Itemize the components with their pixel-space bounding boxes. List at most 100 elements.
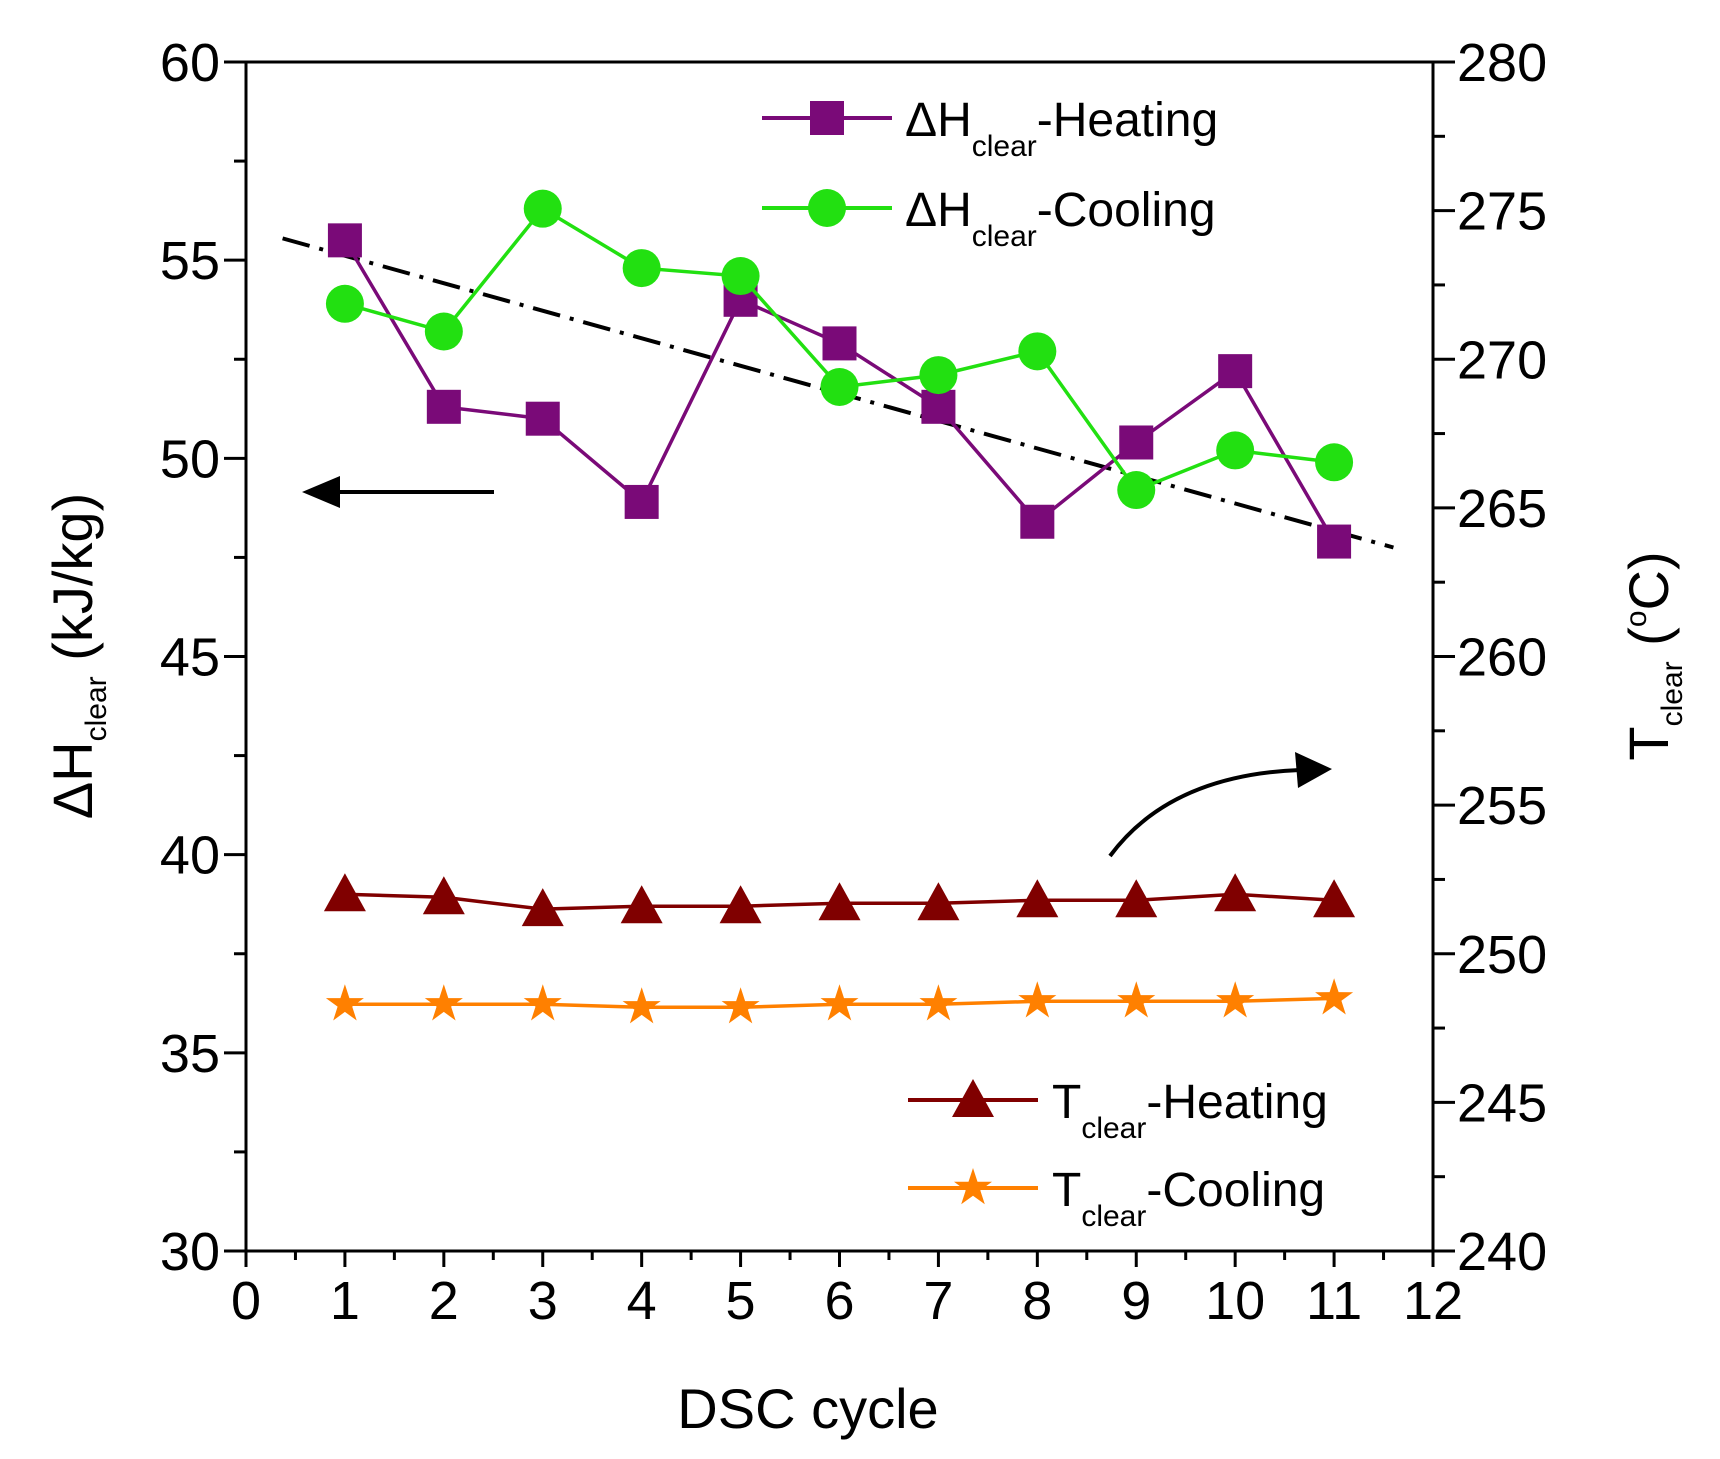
star-marker — [721, 987, 760, 1024]
circle-marker — [424, 312, 463, 351]
series--h-clear-heating — [327, 223, 1352, 559]
legend-label: ΔHclear-Heating — [905, 94, 1218, 163]
square-marker — [1020, 504, 1055, 539]
legend-item: ΔHclear-Cooling — [762, 184, 1216, 253]
legend-sub: clear — [972, 220, 1037, 253]
y-right-tick-label: 270 — [1457, 330, 1547, 390]
y-right-tick-label: 275 — [1457, 182, 1547, 242]
y-left-axis-label: ΔHclear (kJ/kg) — [41, 493, 113, 819]
circle-marker — [820, 367, 859, 406]
triangle-marker — [1115, 879, 1158, 918]
x-tick-label: 8 — [1022, 1271, 1052, 1331]
legend-item: ΔHclear-Heating — [762, 94, 1218, 163]
triangle-marker — [620, 885, 663, 924]
x-tick-label: 5 — [726, 1271, 756, 1331]
y-left-tick-label: 40 — [160, 826, 220, 886]
y-left-tick-label: 35 — [160, 1024, 220, 1084]
legend-suffix: -Heating — [1146, 1076, 1327, 1129]
circle-marker — [523, 189, 562, 228]
legend-label: Tclear-Cooling — [1052, 1164, 1325, 1233]
triangle-marker — [818, 882, 861, 921]
square-marker — [810, 101, 844, 135]
series-t-clear-heating — [323, 873, 1356, 927]
star-marker — [954, 1168, 992, 1205]
triangle-marker — [521, 888, 564, 927]
star-marker — [820, 984, 859, 1021]
triangle-marker — [422, 876, 465, 915]
series-t-clear-cooling — [325, 978, 1354, 1024]
square-marker — [822, 326, 857, 361]
y-left-tick-label: 30 — [160, 1222, 220, 1282]
circle-marker — [325, 284, 364, 323]
square-marker — [1218, 354, 1253, 389]
y-left-tick-label: 60 — [160, 33, 220, 93]
x-tick-label: 6 — [824, 1271, 854, 1331]
triangle-marker — [1214, 873, 1257, 912]
star-marker — [622, 987, 661, 1024]
x-tick-label: 11 — [1306, 1271, 1362, 1331]
legend-sub: clear — [972, 130, 1037, 163]
x-tick-label: 9 — [1121, 1271, 1151, 1331]
star-marker — [1315, 978, 1354, 1015]
star-marker — [325, 984, 364, 1021]
star-marker — [424, 984, 463, 1021]
legend-item: Tclear-Heating — [908, 1076, 1328, 1145]
legend-sub: clear — [1081, 1112, 1146, 1145]
plot-frame — [244, 60, 1435, 1253]
x-tick-label: 12 — [1403, 1271, 1463, 1331]
star-marker — [919, 984, 958, 1021]
circle-marker — [1216, 431, 1255, 470]
series--h-clear-cooling — [325, 189, 1354, 510]
square-marker — [921, 389, 956, 424]
triangle-marker — [1016, 879, 1059, 918]
legend-suffix: -Cooling — [1146, 1164, 1325, 1217]
x-tick-label: 10 — [1205, 1271, 1265, 1331]
star-marker — [1018, 981, 1057, 1018]
circle-marker — [919, 356, 958, 395]
square-marker — [624, 484, 659, 519]
y-left-tick-label: 50 — [160, 429, 220, 489]
legend-suffix: -Heating — [1037, 94, 1218, 147]
legend-sub: clear — [1081, 1200, 1146, 1233]
square-marker — [426, 389, 461, 424]
circle-marker — [808, 189, 846, 227]
legend-main: ΔH — [905, 184, 972, 237]
legend-main: T — [1052, 1076, 1081, 1129]
star-marker — [523, 984, 562, 1021]
square-marker — [327, 223, 362, 258]
y-right-tick-label: 240 — [1457, 1222, 1547, 1282]
star-marker — [1216, 981, 1255, 1018]
right-arrow-annotation — [1108, 752, 1332, 858]
square-marker — [1317, 524, 1352, 559]
y-right-tick-label: 255 — [1457, 776, 1547, 836]
x-tick-label: 1 — [330, 1271, 360, 1331]
legend-main: ΔH — [905, 94, 972, 147]
y-right-tick-label: 260 — [1457, 628, 1547, 688]
x-tick-label: 7 — [923, 1271, 953, 1331]
square-marker — [1119, 425, 1154, 460]
x-tick-label: 0 — [231, 1271, 261, 1331]
legend-label: Tclear-Heating — [1052, 1076, 1328, 1145]
circle-marker — [721, 257, 760, 296]
x-tick-label: 2 — [429, 1271, 459, 1331]
triangle-marker — [917, 882, 960, 921]
x-tick-label: 3 — [528, 1271, 558, 1331]
circle-marker — [622, 249, 661, 288]
square-marker — [525, 401, 560, 436]
circle-marker — [1018, 332, 1057, 371]
star-marker — [1117, 981, 1156, 1018]
triangle-marker — [952, 1079, 994, 1117]
y-right-tick-label: 280 — [1457, 33, 1547, 93]
y-right-tick-label: 250 — [1457, 925, 1547, 985]
left-arrow-annotation — [302, 476, 494, 508]
legend-suffix: -Cooling — [1037, 184, 1216, 237]
circle-marker — [1315, 443, 1354, 482]
triangle-marker — [323, 873, 366, 912]
triangle-marker — [1313, 879, 1356, 918]
x-tick-label: 4 — [627, 1271, 657, 1331]
legend-main: T — [1052, 1164, 1081, 1217]
circle-marker — [1117, 471, 1156, 510]
y-left-tick-label: 45 — [160, 628, 220, 688]
legend-item: Tclear-Cooling — [908, 1164, 1325, 1233]
